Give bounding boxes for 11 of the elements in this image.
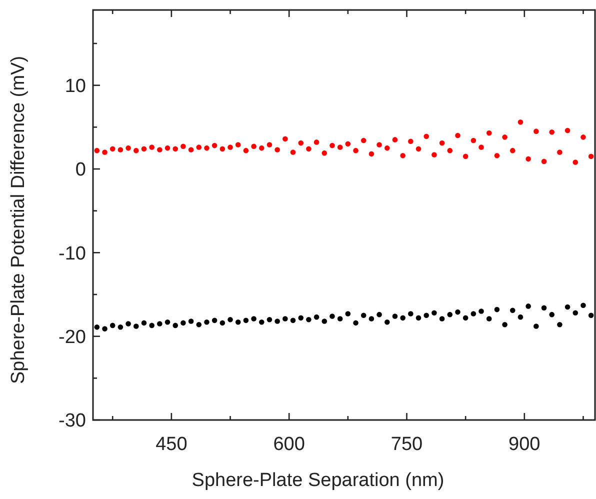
y-tick-label: -20 bbox=[58, 326, 86, 348]
y-tick-label: -30 bbox=[58, 410, 86, 432]
x-tick-label: 750 bbox=[390, 434, 423, 455]
y-axis-title: Sphere-Plate Potential Difference (mV) bbox=[8, 56, 29, 384]
x-tick-label: 600 bbox=[273, 434, 305, 455]
y-tick-label: 0 bbox=[75, 160, 86, 181]
y-tick-label: 10 bbox=[64, 76, 86, 97]
x-tick-label: 450 bbox=[156, 434, 188, 455]
y-tick-label: -10 bbox=[58, 243, 86, 264]
x-axis-title: Sphere-Plate Separation (nm) bbox=[192, 470, 444, 491]
x-tick-label: 900 bbox=[508, 434, 540, 455]
